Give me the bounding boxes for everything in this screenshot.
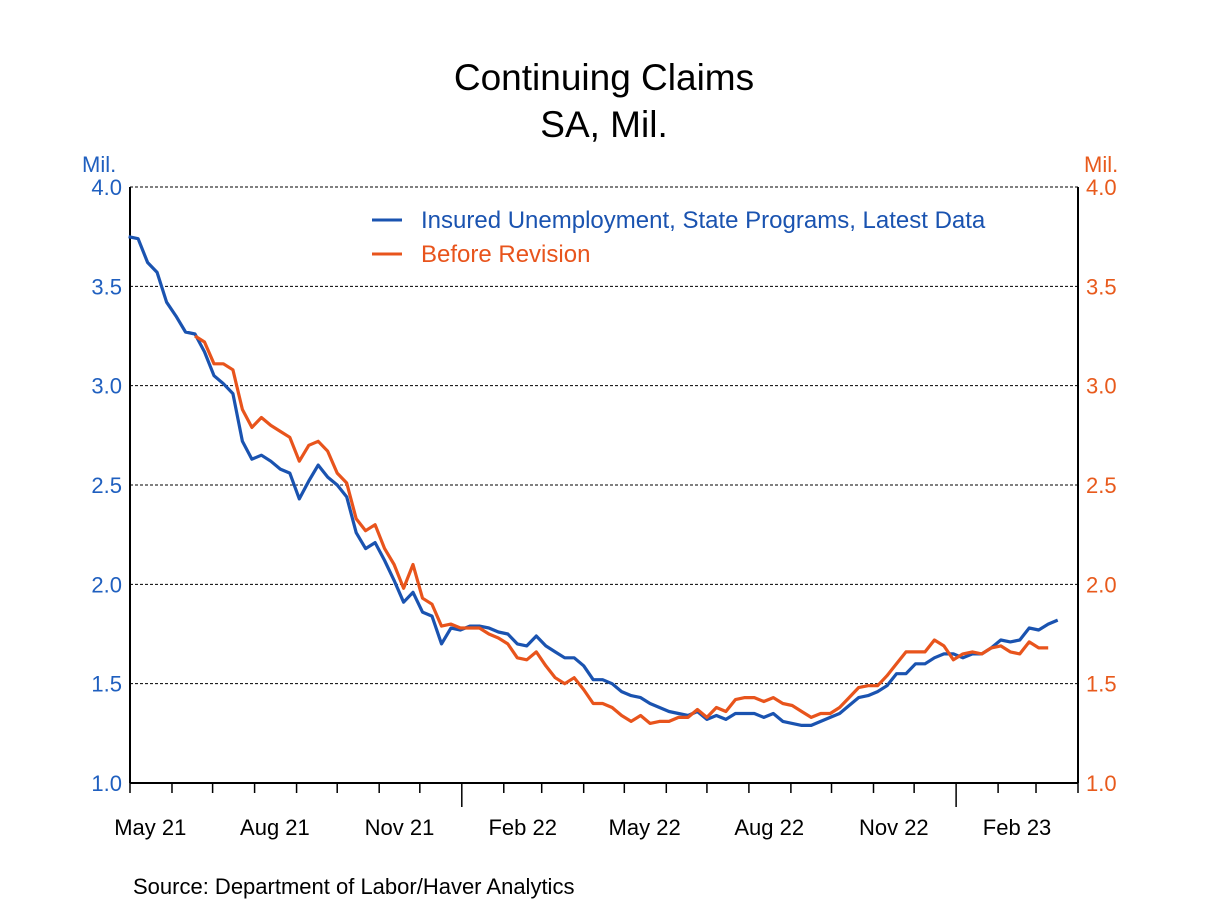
y-tick-label-right: 4.0 — [1086, 175, 1117, 200]
series-line-latest — [128, 235, 1059, 727]
x-tick-label: Aug 22 — [734, 815, 804, 840]
x-tick-label: May 22 — [609, 815, 681, 840]
x-tick-label: Nov 21 — [365, 815, 435, 840]
y-tick-label-right: 3.0 — [1086, 374, 1117, 399]
y-tick-label-right: 3.5 — [1086, 274, 1117, 299]
legend-label: Insured Unemployment, State Programs, La… — [421, 207, 986, 234]
x-tick-label: Aug 21 — [240, 815, 310, 840]
y-tick-label-left: 4.0 — [91, 175, 122, 200]
y-tick-label-right: 2.0 — [1086, 572, 1117, 597]
y-axis-label-right: Mil. — [1084, 152, 1118, 177]
y-tick-label-right: 2.5 — [1086, 473, 1117, 498]
x-tick-label: Nov 22 — [859, 815, 929, 840]
chart-title: Continuing Claims — [453, 57, 755, 98]
y-tick-label-left: 2.0 — [91, 572, 122, 597]
y-tick-label-left: 1.0 — [91, 771, 122, 796]
y-tick-label-left: 3.5 — [91, 274, 122, 299]
legend-label: Before Revision — [421, 241, 590, 268]
x-tick-label: Feb 22 — [488, 815, 557, 840]
y-tick-label-right: 1.5 — [1086, 672, 1117, 697]
y-tick-label-left: 1.5 — [91, 672, 122, 697]
y-axis-label-left: Mil. — [82, 152, 116, 177]
series-line-before-revision — [194, 334, 1049, 725]
y-tick-label-right: 1.0 — [1086, 771, 1117, 796]
x-tick-label: May 21 — [114, 815, 186, 840]
source-note: Source: Department of Labor/Haver Analyt… — [133, 874, 575, 899]
y-tick-label-left: 3.0 — [91, 374, 122, 399]
y-tick-label-left: 2.5 — [91, 473, 122, 498]
x-tick-label: Feb 23 — [983, 815, 1052, 840]
chart-subtitle: SA, Mil. — [540, 104, 668, 145]
